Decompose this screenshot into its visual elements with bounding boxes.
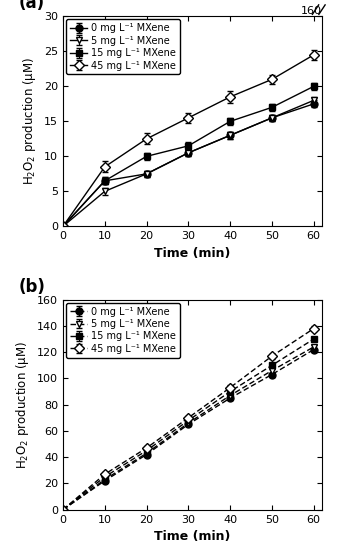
Y-axis label: H$_2$O$_2$ production (μM): H$_2$O$_2$ production (μM) [14, 341, 32, 469]
Text: (b): (b) [19, 278, 46, 295]
X-axis label: Time (min): Time (min) [154, 247, 231, 260]
X-axis label: Time (min): Time (min) [154, 530, 231, 543]
Legend: 0 mg L⁻¹ MXene, 5 mg L⁻¹ MXene, 15 mg L⁻¹ MXene, 45 mg L⁻¹ MXene: 0 mg L⁻¹ MXene, 5 mg L⁻¹ MXene, 15 mg L⁻… [66, 19, 180, 75]
Legend: 0 mg L⁻¹ MXene, 5 mg L⁻¹ MXene, 15 mg L⁻¹ MXene, 45 mg L⁻¹ MXene: 0 mg L⁻¹ MXene, 5 mg L⁻¹ MXene, 15 mg L⁻… [66, 302, 180, 358]
Y-axis label: H$_2$O$_2$ production (μM): H$_2$O$_2$ production (μM) [21, 58, 38, 185]
Text: (a): (a) [19, 0, 45, 12]
Text: 160: 160 [301, 7, 322, 16]
